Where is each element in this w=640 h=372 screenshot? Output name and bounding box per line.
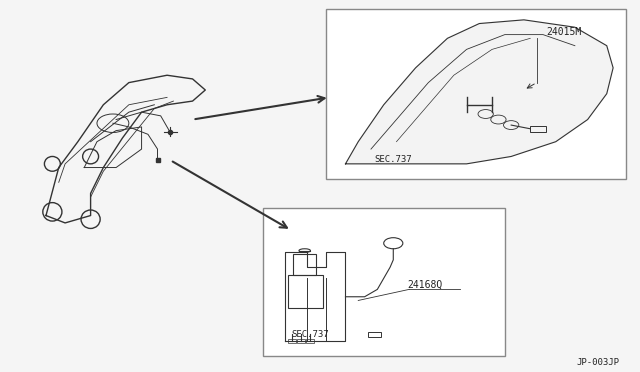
Polygon shape bbox=[346, 20, 613, 164]
Text: 24015M: 24015M bbox=[546, 27, 582, 36]
Bar bbox=[288, 275, 323, 308]
Text: SEC.737: SEC.737 bbox=[291, 330, 329, 339]
Bar bbox=[288, 339, 296, 343]
Bar bbox=[369, 332, 381, 337]
Bar bbox=[297, 339, 305, 343]
Bar bbox=[306, 339, 314, 343]
Text: JP-003JP: JP-003JP bbox=[577, 358, 620, 367]
Text: SEC.737: SEC.737 bbox=[374, 155, 412, 164]
Bar bbox=[531, 126, 546, 132]
Bar bbox=[326, 9, 626, 179]
Text: 24168Q: 24168Q bbox=[407, 279, 442, 289]
Bar bbox=[293, 254, 316, 275]
Bar bbox=[262, 208, 505, 356]
